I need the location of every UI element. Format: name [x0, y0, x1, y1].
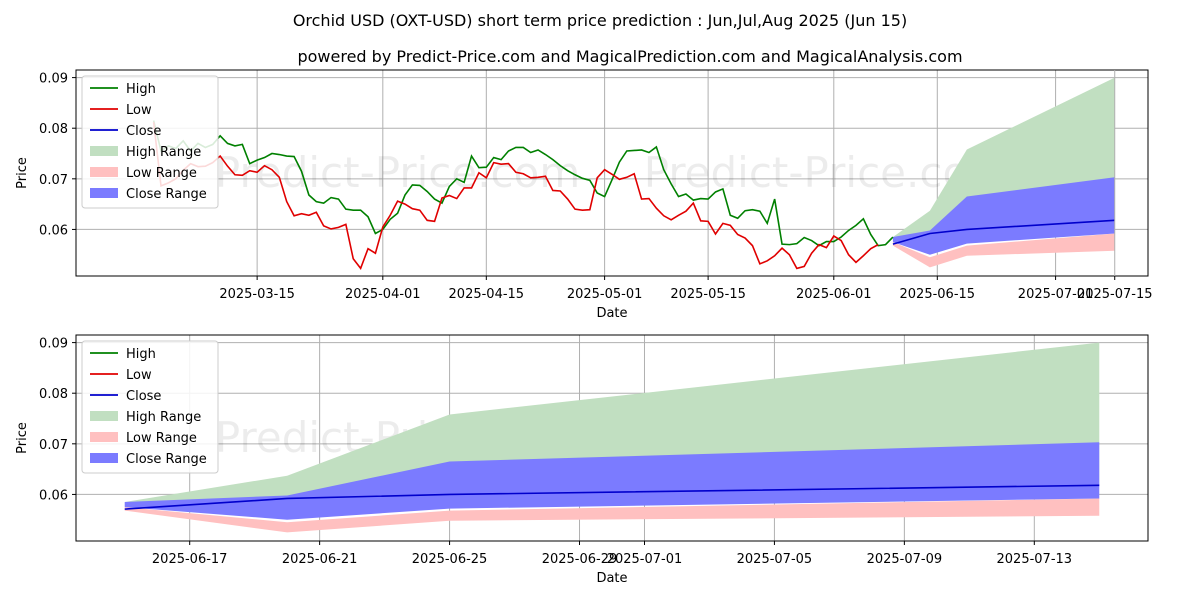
top-legend-swatch: [90, 146, 118, 156]
top-legend-label: Close Range: [126, 187, 207, 202]
bottom-panel: Predict-Price.comPredict-Price.com2025-0…: [15, 334, 1149, 586]
top-high-line: [152, 120, 894, 247]
bottom-low-range-band: [124, 498, 1100, 533]
top-low-line: [152, 122, 879, 271]
top-panel: Predict-Price.com Predict-Price.com2025-0…: [15, 69, 1153, 321]
chart-subtitle: powered by Predict-Price.com and Magical…: [297, 47, 962, 66]
top-legend-label: High: [126, 82, 156, 97]
top-x-tick-label: 2025-03-15: [219, 287, 295, 302]
bottom-x-tick-label: 2025-07-09: [867, 552, 943, 567]
top-x-tick-label: 2025-04-15: [449, 287, 525, 302]
bottom-axes-frame: [75, 334, 1149, 542]
top-close-range-band: [892, 177, 1115, 255]
bottom-y-tick-label: 0.09: [39, 337, 68, 352]
bottom-legend-label: Close: [126, 389, 161, 404]
top-x-tick-label: 2025-04-01: [345, 287, 421, 302]
bottom-x-tick-label: 2025-06-17: [152, 552, 228, 567]
bottom-legend-swatch: [90, 432, 118, 442]
bottom-close-line: [124, 484, 1100, 510]
top-legend-label: Low: [126, 103, 152, 118]
top-x-tick-label: 2025-05-15: [670, 287, 746, 302]
chart-title: Orchid USD (OXT-USD) short term price pr…: [293, 11, 907, 30]
bottom-y-tick-label: 0.08: [39, 387, 68, 402]
top-low-range-band: [892, 233, 1115, 268]
bottom-x-axis-label: Date: [596, 571, 627, 586]
top-x-tick-label: 2025-06-15: [900, 287, 976, 302]
top-close-line: [892, 219, 1115, 245]
bottom-legend-swatch: [90, 411, 118, 421]
top-x-tick-label: 2025-07-01: [1018, 287, 1094, 302]
top-y-tick-label: 0.09: [39, 72, 68, 87]
top-y-tick-label: 0.06: [39, 223, 68, 238]
top-legend: High Low Close High Range Low Range Close Ran…: [81, 75, 219, 209]
bottom-y-tick-label: 0.07: [39, 438, 68, 453]
top-x-tick-label: 2025-05-01: [567, 287, 643, 302]
bottom-x-tick-label: 2025-07-05: [737, 552, 813, 567]
top-x-tick-label: 2025-06-01: [796, 287, 872, 302]
bottom-x-tick-label: 2025-07-13: [997, 552, 1073, 567]
bottom-y-tick-label: 0.06: [39, 488, 68, 503]
bottom-legend-label: High Range: [126, 410, 201, 425]
top-y-axis-label: Price: [15, 157, 30, 189]
bottom-y-axis-label: Price: [15, 422, 30, 454]
bottom-x-tick-label: 2025-06-29: [542, 552, 618, 567]
top-legend-swatch: [90, 167, 118, 177]
top-axes-frame: [75, 69, 1149, 277]
top-y-tick-label: 0.07: [39, 173, 68, 188]
top-legend-label: Close: [126, 124, 161, 139]
bottom-close-range-band: [124, 442, 1100, 520]
bottom-x-tick-label: 2025-06-21: [282, 552, 358, 567]
bottom-legend-label: Close Range: [126, 452, 207, 467]
top-x-axis-label: Date: [596, 306, 627, 321]
bottom-x-tick-label: 2025-07-01: [607, 552, 683, 567]
top-x-tick-label: 2025-07-15: [1077, 287, 1153, 302]
top-y-tick-label: 0.08: [39, 122, 68, 137]
top-legend-label: High Range: [126, 145, 201, 160]
bottom-legend-label: High: [126, 347, 156, 362]
bottom-legend: High Low Close High Range Low Range Close Ran…: [81, 340, 219, 474]
top-legend-swatch: [90, 188, 118, 198]
top-legend-label: Low Range: [126, 166, 197, 181]
bottom-legend-swatch: [90, 453, 118, 463]
bottom-x-tick-label: 2025-06-25: [412, 552, 488, 567]
bottom-legend-label: Low: [126, 368, 152, 383]
bottom-legend-label: Low Range: [126, 431, 197, 446]
